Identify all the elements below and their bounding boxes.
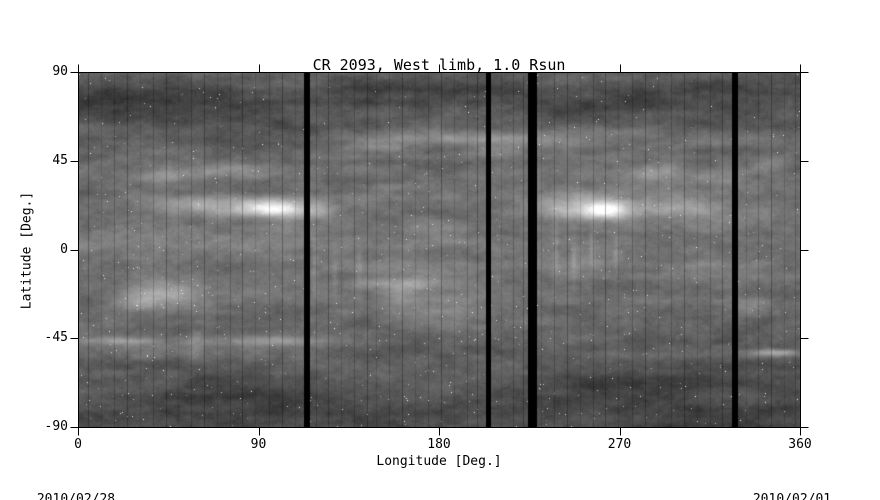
x-axis-label: Longitude [Deg.] (376, 454, 502, 469)
x-tick-label: 0 (74, 437, 82, 452)
x-tick-label: 180 (427, 437, 451, 452)
y-tick-label: -90 (44, 419, 68, 434)
y-tick-label: 90 (52, 64, 68, 79)
chart-title-line1: CR 2093, West limb, 1.0 Rsun (312, 56, 566, 74)
y-axis-label: Latitude [Deg.] (19, 191, 35, 310)
y-tick-label: 0 (60, 241, 68, 257)
end-datetime: 2010/02/01 08:06:30 (737, 465, 847, 500)
end-date: 2010/02/01 (752, 492, 832, 500)
y-tick-label: -45 (44, 330, 68, 346)
x-tick-label: 360 (788, 437, 812, 452)
x-tick-label: 90 (250, 437, 267, 452)
start-datetime: 2010/02/28 14:00:26 (21, 465, 131, 500)
synoptic-map-image (78, 72, 800, 427)
y-tick-label: 45 (52, 152, 68, 168)
start-date: 2010/02/28 (36, 492, 116, 500)
x-tick-label: 270 (607, 437, 632, 452)
